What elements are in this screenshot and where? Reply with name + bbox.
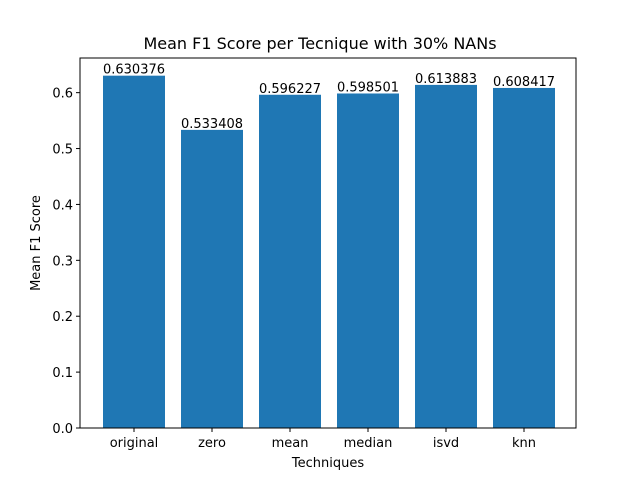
data-label-zero: 0.533408 bbox=[181, 117, 243, 132]
chart-title: Mean F1 Score per Tecnique with 30% NANs bbox=[143, 34, 496, 53]
y-tick-label: 0.6 bbox=[52, 87, 73, 102]
x-tick-label-original: original bbox=[110, 436, 159, 451]
plot-frame bbox=[79, 57, 577, 429]
x-tick-label-zero: zero bbox=[198, 436, 226, 451]
y-axis-label: Mean F1 Score bbox=[29, 195, 44, 291]
x-tick-label-mean: mean bbox=[272, 436, 309, 451]
bar-original bbox=[103, 75, 165, 428]
y-tick-label: 0.1 bbox=[52, 366, 73, 381]
x-tick-label-median: median bbox=[344, 436, 393, 451]
y-tick-label: 0.4 bbox=[52, 198, 73, 213]
y-tick-label: 0.5 bbox=[52, 143, 73, 158]
bars-group bbox=[103, 75, 555, 429]
bar-isvd bbox=[415, 84, 477, 428]
bar-median bbox=[337, 93, 399, 428]
bar-mean bbox=[259, 94, 321, 428]
y-tick-label: 0.3 bbox=[52, 254, 73, 269]
data-label-isvd: 0.613883 bbox=[415, 72, 477, 87]
x-axis-label: Techniques bbox=[291, 456, 364, 471]
data-labels-group: 0.630376 0.533408 0.596227 0.598501 0.613883… bbox=[103, 63, 555, 132]
bar-zero bbox=[181, 129, 243, 429]
x-tick-label-knn: knn bbox=[512, 436, 536, 451]
x-axis-ticks: original zero mean median isvd knn bbox=[110, 428, 536, 451]
data-label-original: 0.630376 bbox=[103, 63, 165, 78]
y-tick-label: 0.0 bbox=[52, 422, 73, 437]
y-tick-label: 0.2 bbox=[52, 310, 73, 325]
y-axis-ticks: 0.0 0.1 0.2 0.3 0.4 0.5 0.6 bbox=[52, 87, 80, 437]
data-label-median: 0.598501 bbox=[337, 80, 399, 95]
data-label-knn: 0.608417 bbox=[493, 75, 555, 90]
data-label-mean: 0.596227 bbox=[259, 82, 321, 97]
bar-knn bbox=[493, 87, 555, 428]
x-tick-label-isvd: isvd bbox=[433, 436, 459, 451]
